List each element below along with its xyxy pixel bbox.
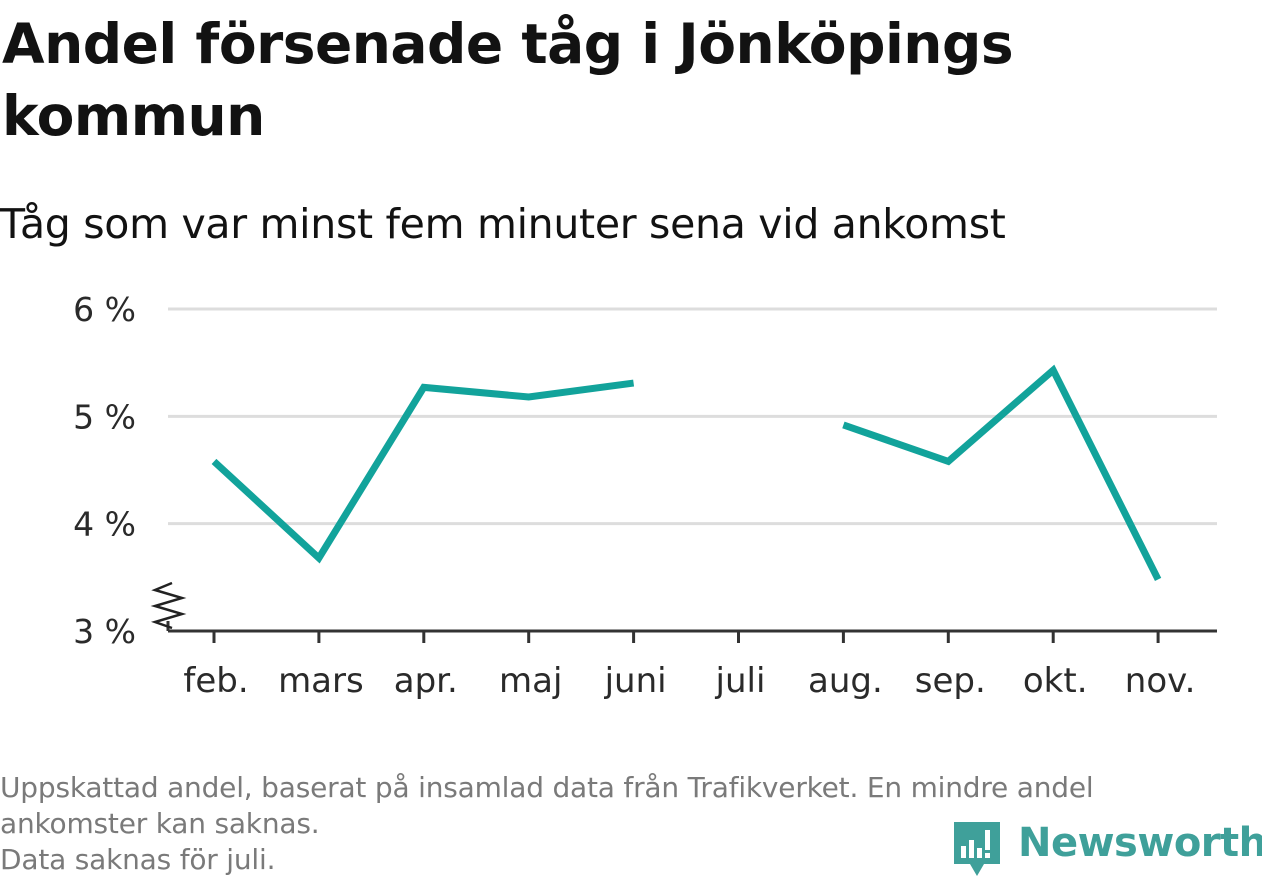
chart-subtitle: Tåg som var minst fem minuter sena vid a… <box>0 200 1006 248</box>
x-tick-label: maj <box>499 661 562 701</box>
chart-title: Andel försenade tåg i Jönköpings kommun <box>2 12 1014 148</box>
x-tick-label: apr. <box>394 661 458 701</box>
x-axis-labels: feb. mars apr. maj juni juli aug. sep. okt. nov. <box>183 661 1195 701</box>
x-axis-ticks <box>212 631 1160 643</box>
y-tick-label: 6 % <box>73 290 136 329</box>
footnote: Uppskattad andel, baserat på insamlad da… <box>0 770 1250 878</box>
newsworthy-logo: Newsworthy <box>950 816 1262 876</box>
y-axis-labels: 3 % 4 % 5 % 6 % <box>73 290 136 651</box>
x-tick-label: feb. <box>183 661 248 701</box>
x-tick-label: juli <box>715 661 766 701</box>
footnote-line-3: Data saknas för juli. <box>0 843 276 876</box>
footnote-line-2: ankomster kan saknas. <box>0 807 320 840</box>
x-tick-label: okt. <box>1023 661 1088 701</box>
x-tick-label: mars <box>278 661 364 701</box>
series-line-segment <box>211 379 635 564</box>
series-lines <box>211 364 1162 582</box>
x-tick-label: aug. <box>808 661 883 701</box>
y-tick-label: 3 % <box>73 612 136 651</box>
x-tick-label: juni <box>604 661 667 701</box>
bar-chart-speech-bubble-icon <box>954 822 1000 876</box>
y-tick-label: 5 % <box>73 397 136 436</box>
logo-text: Newsworthy <box>1018 820 1262 866</box>
x-axis <box>150 581 1217 633</box>
gridlines <box>168 307 1217 526</box>
series-line-segment <box>842 364 1162 582</box>
x-tick-label: sep. <box>915 661 986 701</box>
y-tick-label: 4 % <box>73 505 136 544</box>
axis-break-marker <box>150 581 187 630</box>
x-tick-label: nov. <box>1125 661 1196 701</box>
footnote-line-1: Uppskattad andel, baserat på insamlad da… <box>0 771 1094 804</box>
